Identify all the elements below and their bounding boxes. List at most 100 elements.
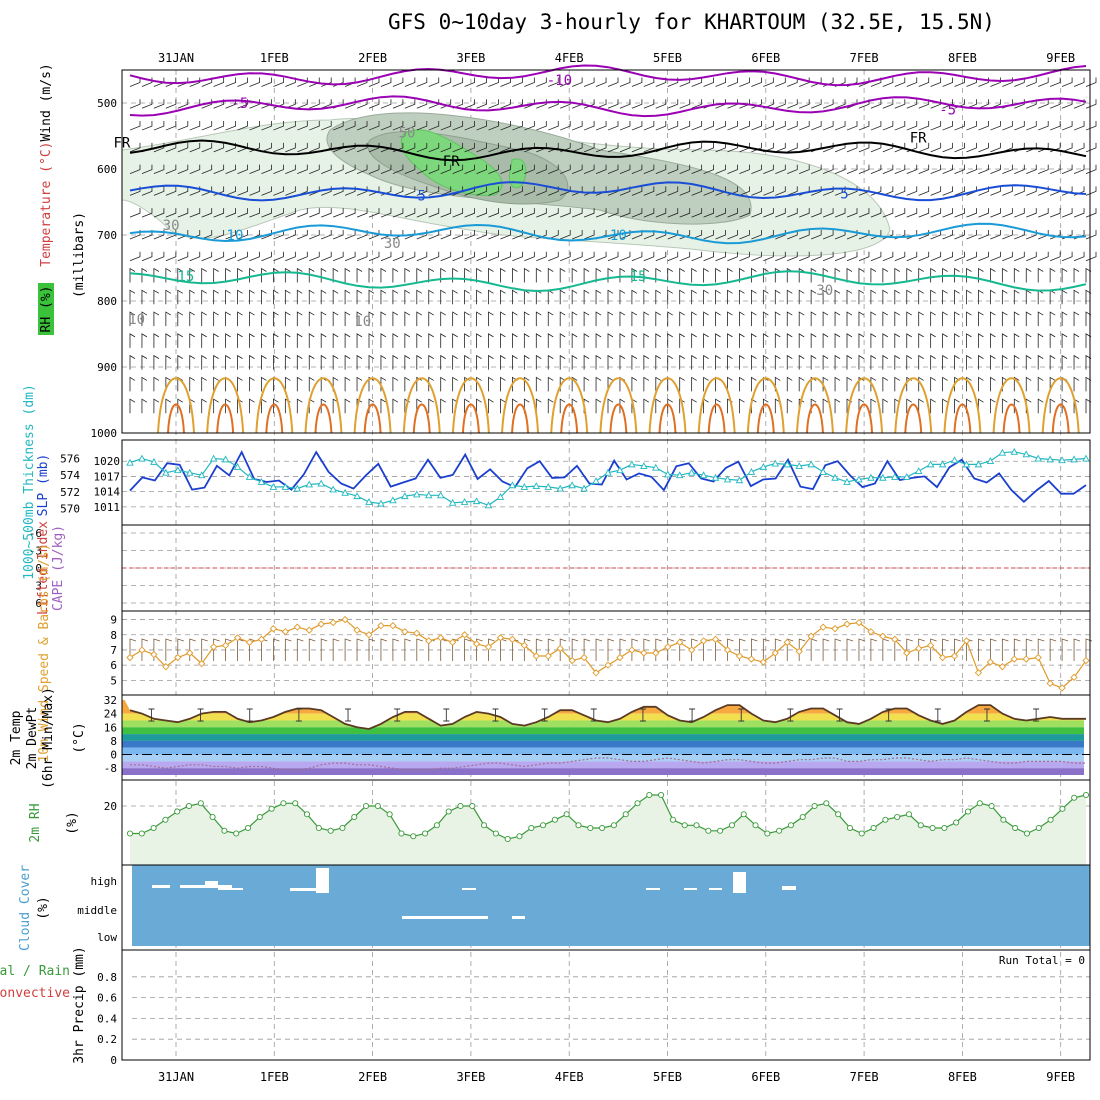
wind-barb (332, 289, 339, 305)
wind-barb (1001, 333, 1008, 348)
thickness-marker (126, 458, 134, 466)
surface-wind-barb (834, 638, 842, 661)
wind-barb (237, 333, 243, 348)
wind-barb (261, 289, 267, 305)
isotherm-20 (157, 377, 195, 434)
wind-barb (703, 77, 714, 87)
wind-barb (404, 208, 416, 218)
wind-speed-marker (998, 663, 1006, 671)
wind-barb (978, 208, 989, 218)
wind-speed-marker (688, 646, 696, 654)
wind-barb (762, 354, 769, 370)
wind-barb (1050, 251, 1061, 262)
wind-barb (368, 267, 375, 283)
wind-barb (344, 289, 351, 305)
thickness-marker (341, 488, 349, 496)
wind-barb (990, 121, 1001, 131)
wind-barb (1037, 376, 1044, 392)
rh-marker (976, 800, 983, 807)
isotherm-25 (756, 403, 775, 434)
wind-barb (523, 289, 530, 305)
wind-barb (930, 311, 936, 327)
wind-barb (547, 333, 554, 348)
wind-barb (500, 142, 511, 153)
wind-barb (787, 121, 798, 131)
rh-area-90 (508, 158, 527, 189)
wind-barb (1050, 229, 1061, 240)
wind-barb (583, 77, 595, 87)
wind-barb (978, 289, 984, 305)
wind-barb (966, 267, 972, 283)
wind-speed-marker (425, 637, 433, 645)
wind-barb (237, 267, 243, 283)
wind-barb (942, 267, 948, 283)
wind-barb (1073, 77, 1085, 87)
wind-barb (763, 77, 774, 87)
wind-barb (667, 251, 679, 262)
surface-wind-barb (762, 638, 770, 661)
wind-speed-marker (341, 615, 349, 624)
wind-barb (787, 208, 798, 218)
wind-barb (261, 333, 267, 348)
wind-barb (237, 289, 243, 305)
wind-barb (512, 121, 523, 131)
wind-barb (583, 208, 595, 218)
wind-barb (787, 186, 798, 196)
wind-barb (177, 333, 184, 348)
axis-label: Lifted Index (36, 521, 51, 615)
wind-barb (655, 186, 667, 196)
thickness-marker (986, 457, 995, 464)
wind-barb (535, 376, 542, 392)
wind-barb (954, 164, 965, 174)
wind-barb (392, 121, 404, 131)
wind-barb (930, 186, 942, 196)
wind-barb (894, 398, 901, 414)
wind-barb (547, 311, 554, 327)
wind-barb (894, 208, 906, 218)
wind-barb (309, 229, 320, 240)
wind-barb (189, 251, 201, 262)
wind-barb (1085, 229, 1097, 240)
wind-barb (344, 164, 356, 174)
wind-barb (296, 354, 303, 370)
wind-barb (619, 333, 626, 348)
thickness-marker (699, 471, 708, 479)
thickness-marker (747, 467, 756, 475)
wind-barb (153, 267, 160, 283)
wind-barb (583, 267, 590, 283)
thickness-marker (795, 462, 803, 469)
wind-barb (990, 354, 996, 370)
wind-barb (500, 208, 511, 218)
wind-barb (261, 267, 267, 283)
wind-barb (213, 354, 219, 370)
wind-barb (607, 164, 619, 174)
rh-marker (315, 824, 322, 832)
surface-wind-barb (751, 638, 758, 661)
wind-barb (894, 311, 901, 327)
wind-barb (882, 142, 894, 153)
wind-speed-marker (365, 631, 373, 639)
thickness-marker (974, 460, 983, 468)
wind-barb (320, 267, 327, 283)
wind-barb (261, 121, 272, 131)
surface-wind-barb (177, 638, 184, 661)
wind-barb (691, 354, 697, 370)
wind-barb (1050, 77, 1061, 87)
wind-barb (739, 164, 750, 174)
rh-marker (185, 802, 193, 810)
wind-barb (810, 311, 817, 327)
wind-barb (201, 208, 213, 218)
wind-barb (165, 267, 172, 283)
wind-barb (404, 289, 411, 305)
wind-barb (512, 311, 518, 327)
wind-barb (296, 311, 303, 327)
wind-barb (1002, 229, 1013, 240)
wind-barb (990, 142, 1001, 153)
wind-speed-marker (460, 631, 469, 639)
thickness-marker (257, 477, 266, 485)
wind-barb (1025, 267, 1032, 283)
wind-barb (201, 311, 207, 327)
wind-barb (727, 354, 733, 370)
wind-barb (822, 164, 834, 174)
axis-label-part: 10m Wind Speed & Barbs (m/s) (37, 543, 52, 762)
